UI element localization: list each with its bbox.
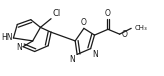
Text: O: O <box>122 30 127 39</box>
Text: O: O <box>81 18 87 27</box>
Text: HN: HN <box>1 34 12 42</box>
Text: N: N <box>69 55 75 64</box>
Text: N: N <box>16 43 22 52</box>
Text: N: N <box>92 50 98 59</box>
Text: O: O <box>105 9 111 18</box>
Text: Cl: Cl <box>53 9 61 18</box>
Text: CH₃: CH₃ <box>135 25 148 31</box>
